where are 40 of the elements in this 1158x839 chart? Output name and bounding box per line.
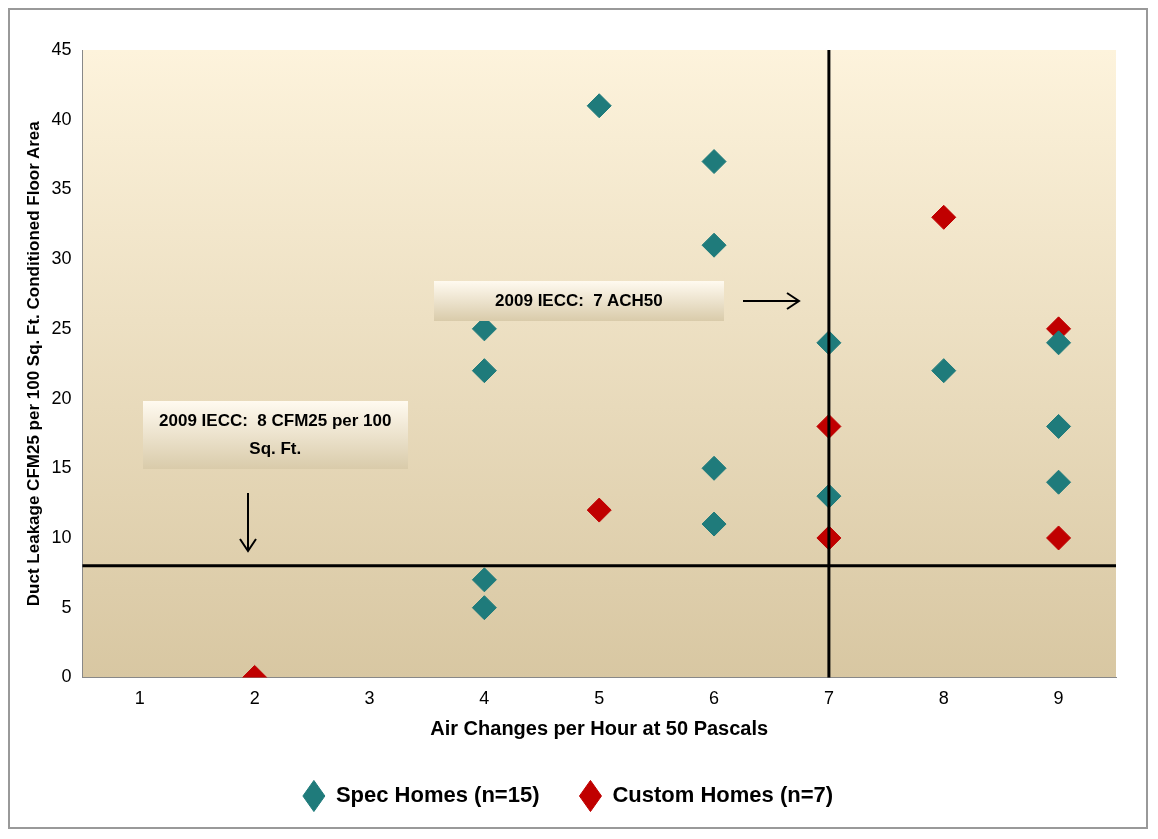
y-tick-label: 5 bbox=[61, 596, 72, 617]
x-tick-label: 1 bbox=[134, 688, 145, 709]
point bbox=[701, 149, 727, 175]
x-tick-label: 5 bbox=[594, 688, 605, 709]
x-tick-label: 7 bbox=[823, 688, 834, 709]
y-tick-label: 35 bbox=[51, 178, 72, 199]
point bbox=[1046, 469, 1072, 495]
point bbox=[586, 497, 612, 523]
x-tick-label: 9 bbox=[1053, 688, 1064, 709]
x-tick-label: 4 bbox=[479, 688, 490, 709]
point bbox=[701, 511, 727, 537]
point bbox=[1046, 525, 1072, 551]
point bbox=[586, 93, 612, 119]
x-tick-label: 2 bbox=[249, 688, 260, 709]
y-axis-title: Duct Leakage CFM25 per 100 Sq. Ft. Conditioned Floor Area bbox=[23, 120, 43, 607]
point bbox=[931, 204, 957, 230]
x-tick-label: 8 bbox=[938, 688, 949, 709]
y-tick-label: 0 bbox=[61, 666, 72, 687]
y-tick-label: 25 bbox=[51, 317, 72, 338]
y-tick-label: 30 bbox=[51, 248, 72, 269]
y-tick-label: 10 bbox=[51, 526, 72, 547]
point bbox=[931, 358, 957, 384]
y-tick-label: 45 bbox=[51, 38, 72, 59]
y-tick-label: 40 bbox=[51, 108, 72, 129]
point bbox=[471, 358, 497, 384]
y-tick-label: 15 bbox=[51, 457, 72, 478]
x-tick-label: 6 bbox=[709, 688, 720, 709]
point bbox=[1046, 330, 1072, 356]
point bbox=[471, 567, 497, 593]
y-tick-label: 20 bbox=[51, 387, 72, 408]
point bbox=[701, 455, 727, 481]
callout-box: 2009 IECC: 7 ACH50 bbox=[433, 280, 724, 321]
legend-label: Custom Homes (n=7) bbox=[612, 782, 834, 808]
x-tick-label: 3 bbox=[364, 688, 375, 709]
point bbox=[1046, 413, 1072, 439]
callout-box: 2009 IECC: 8 CFM25 per 100 Sq. Ft. bbox=[142, 400, 408, 469]
point bbox=[471, 595, 497, 621]
x-axis-title: Air Changes per Hour at 50 Pascals bbox=[430, 716, 769, 739]
point bbox=[701, 232, 727, 258]
legend-label: Spec Homes (n=15) bbox=[335, 782, 540, 808]
